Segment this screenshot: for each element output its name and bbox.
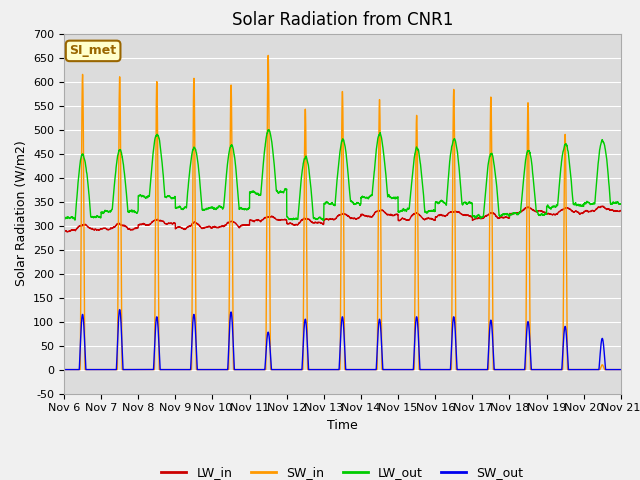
LW_in: [436, 212, 444, 217]
LW_out: [160, 182, 168, 188]
SW_out: [436, 367, 444, 372]
SW_out: [161, 367, 168, 372]
SW_out: [467, 367, 475, 372]
Line: LW_out: LW_out: [64, 130, 621, 220]
SW_in: [436, 367, 444, 372]
SW_out: [116, 307, 124, 312]
SW_out: [60, 367, 68, 372]
Y-axis label: Solar Radiation (W/m2): Solar Radiation (W/m2): [15, 141, 28, 287]
LW_out: [322, 200, 330, 206]
X-axis label: Time: Time: [327, 419, 358, 432]
SW_out: [499, 367, 507, 372]
SW_out: [322, 367, 330, 372]
SW_out: [617, 367, 625, 372]
LW_in: [161, 219, 168, 225]
LW_in: [617, 208, 625, 214]
LW_out: [319, 217, 327, 223]
SW_in: [467, 367, 475, 372]
LW_in: [467, 214, 475, 219]
LW_out: [499, 211, 507, 216]
LW_out: [60, 215, 68, 221]
LW_out: [617, 201, 625, 206]
SW_in: [322, 367, 330, 372]
LW_in: [499, 215, 507, 220]
LW_out: [616, 201, 624, 206]
Title: Solar Radiation from CNR1: Solar Radiation from CNR1: [232, 11, 453, 29]
LW_out: [264, 127, 272, 132]
LW_in: [616, 208, 624, 214]
Text: SI_met: SI_met: [70, 44, 116, 58]
SW_in: [60, 367, 68, 372]
Line: SW_out: SW_out: [64, 310, 621, 370]
LW_out: [436, 198, 444, 204]
LW_out: [468, 201, 476, 206]
SW_in: [160, 367, 168, 372]
LW_in: [599, 203, 607, 209]
Legend: LW_in, SW_in, LW_out, SW_out: LW_in, SW_in, LW_out, SW_out: [156, 461, 529, 480]
LW_in: [63, 229, 71, 235]
Line: LW_in: LW_in: [64, 206, 621, 232]
LW_in: [60, 228, 68, 233]
SW_out: [616, 367, 624, 372]
SW_in: [617, 367, 625, 372]
SW_in: [264, 52, 272, 58]
LW_in: [322, 216, 330, 222]
SW_in: [616, 367, 624, 372]
SW_in: [499, 367, 507, 372]
Line: SW_in: SW_in: [64, 55, 621, 370]
